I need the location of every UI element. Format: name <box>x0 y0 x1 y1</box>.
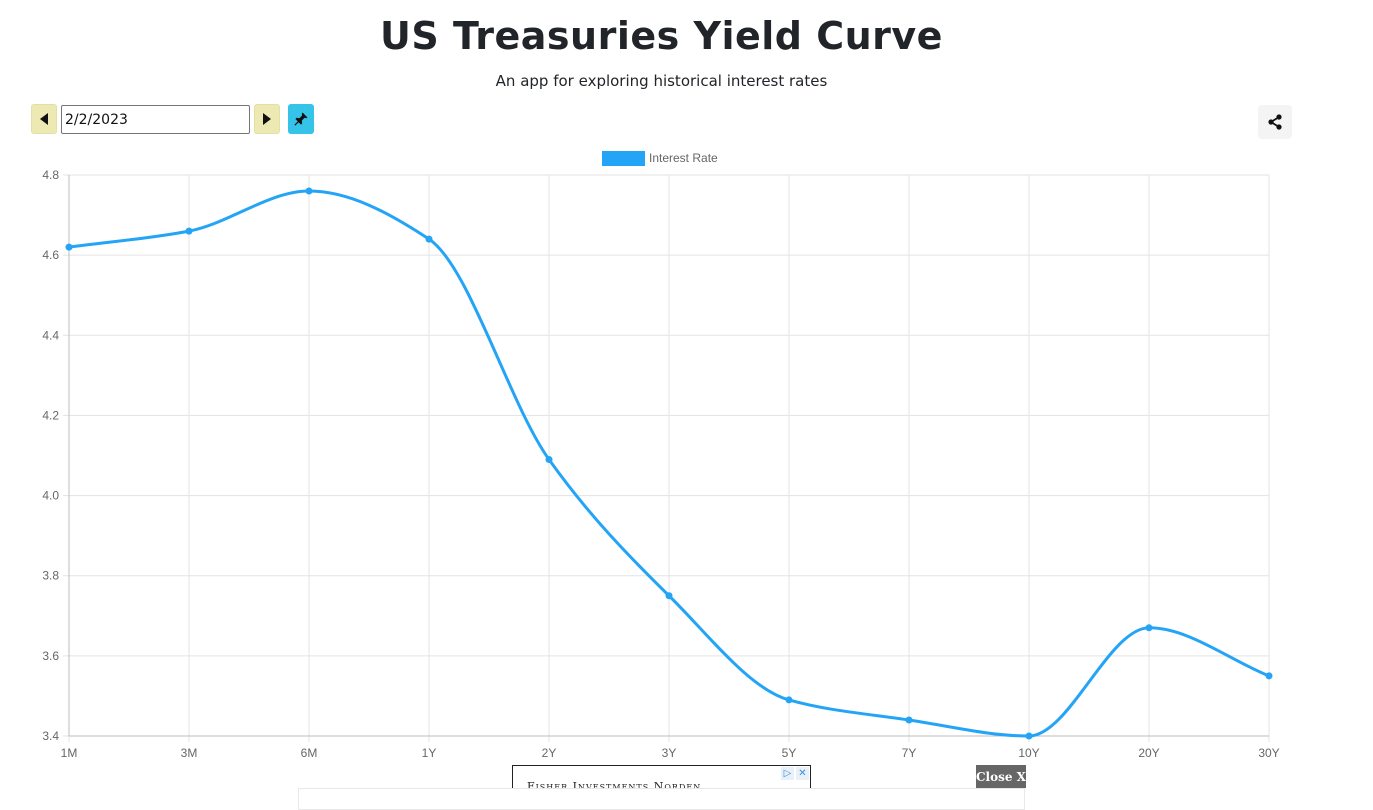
x-tick-label: 3Y <box>662 746 677 760</box>
y-tick-label: 4.4 <box>42 328 59 342</box>
y-tick-label: 4.6 <box>42 248 59 262</box>
y-tick-label: 4.0 <box>42 489 59 503</box>
close-ad-button[interactable]: Close X <box>976 765 1026 788</box>
page-subtitle: An app for exploring historical interest… <box>495 72 828 90</box>
y-axis-ticks: 3.4 3.6 3.8 4.0 4.2 4.4 4.6 4.8 <box>42 168 59 743</box>
data-point <box>785 696 793 704</box>
pin-button[interactable] <box>288 104 314 134</box>
share-button[interactable] <box>1258 105 1292 139</box>
ad-close-icon[interactable]: ✕ <box>796 767 809 780</box>
pin-icon <box>294 112 308 126</box>
data-point <box>305 187 313 195</box>
data-point <box>185 227 193 235</box>
x-tick-label: 20Y <box>1138 746 1159 760</box>
y-tick-label: 3.8 <box>42 569 59 583</box>
y-tick-label: 4.2 <box>42 408 59 422</box>
x-tick-label: 5Y <box>782 746 797 760</box>
y-tick-label: 4.8 <box>42 168 59 182</box>
data-point <box>905 716 913 724</box>
x-tick-label: 2Y <box>542 746 557 760</box>
data-point <box>665 592 673 600</box>
series-interest-rate <box>65 187 1273 740</box>
page-title: US Treasuries Yield Curve <box>380 14 943 58</box>
data-point <box>1145 624 1153 632</box>
next-date-button[interactable] <box>254 104 280 134</box>
share-icon <box>1268 114 1282 130</box>
series-line <box>68 189 1270 738</box>
data-point <box>65 243 73 251</box>
x-tick-label: 10Y <box>1018 746 1039 760</box>
data-point <box>545 456 553 464</box>
previous-date-button[interactable] <box>31 104 57 134</box>
ad-controls: ▷ ✕ <box>781 767 809 780</box>
y-tick-label: 3.6 <box>42 649 59 663</box>
data-point <box>425 235 433 243</box>
x-tick-label: 7Y <box>902 746 917 760</box>
caret-right-icon <box>263 113 271 125</box>
ad-banner-area <box>298 788 1025 810</box>
x-axis-ticks: 1M 3M 6M 1Y 2Y 3Y 5Y 7Y 10Y 20Y 30Y <box>61 746 1280 760</box>
data-point <box>1265 672 1273 680</box>
ad-choices-icon[interactable]: ▷ <box>781 767 794 780</box>
data-point <box>1025 732 1033 740</box>
x-tick-label: 6M <box>301 746 318 760</box>
legend-label: Interest Rate <box>649 151 718 165</box>
x-tick-label: 3M <box>181 746 198 760</box>
y-tick-label: 3.4 <box>42 729 59 743</box>
x-tick-label: 30Y <box>1258 746 1279 760</box>
chart-legend: Interest Rate <box>602 151 718 166</box>
yield-curve-chart: 1M 3M 6M 1Y 2Y 3Y 5Y 7Y 10Y 20Y 30Y 3.4 3.6 3.8 4.0 4.… <box>42 151 1280 760</box>
date-input[interactable] <box>61 105 250 134</box>
chart-grid <box>63 174 1270 742</box>
x-tick-label: 1M <box>61 746 78 760</box>
caret-left-icon <box>40 113 48 125</box>
x-tick-label: 1Y <box>422 746 437 760</box>
legend-swatch <box>602 151 645 166</box>
